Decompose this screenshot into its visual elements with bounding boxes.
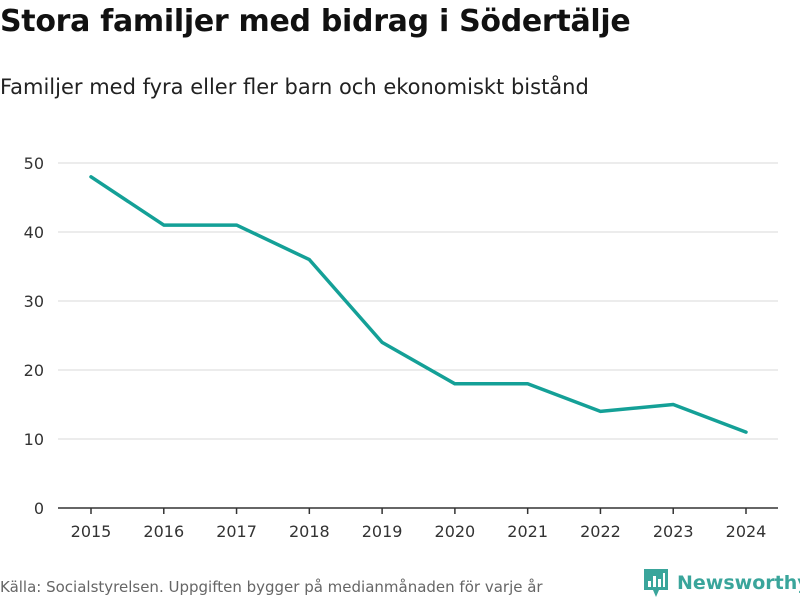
y-tick-label: 10 <box>24 430 44 449</box>
chart-title: Stora familjer med bidrag i Södertälje <box>0 4 631 39</box>
y-tick-label: 30 <box>24 292 44 311</box>
x-tick-label: 2016 <box>143 522 184 541</box>
x-tick-label: 2019 <box>362 522 403 541</box>
gridlines <box>58 162 778 440</box>
y-axis-ticks: 0 10 20 30 40 50 <box>24 154 44 518</box>
newsworthy-logo-icon <box>644 569 668 597</box>
x-tick-label: 2023 <box>653 522 694 541</box>
brand-name: Newsworthy <box>677 572 800 594</box>
x-tick-label: 2021 <box>507 522 548 541</box>
series-line <box>89 175 748 434</box>
x-tick-label: 2017 <box>216 522 257 541</box>
x-tick-label: 2015 <box>71 522 112 541</box>
x-axis-ticks: 2015 2016 2017 2018 2019 2020 2021 2022 2023 2024 <box>71 508 767 541</box>
y-tick-label: 20 <box>24 361 44 380</box>
x-tick-label: 2020 <box>435 522 476 541</box>
x-tick-label: 2018 <box>289 522 330 541</box>
source-note: Källa: Socialstyrelsen. Uppgiften bygger… <box>0 578 543 596</box>
chart-subtitle: Familjer med fyra eller fler barn och ek… <box>0 75 589 99</box>
y-tick-label: 0 <box>34 499 44 518</box>
brand-logo: Newsworthy <box>643 568 800 598</box>
y-tick-label: 40 <box>24 223 44 242</box>
x-tick-label: 2022 <box>580 522 621 541</box>
y-tick-label: 50 <box>24 154 44 173</box>
x-tick-label: 2024 <box>726 522 767 541</box>
